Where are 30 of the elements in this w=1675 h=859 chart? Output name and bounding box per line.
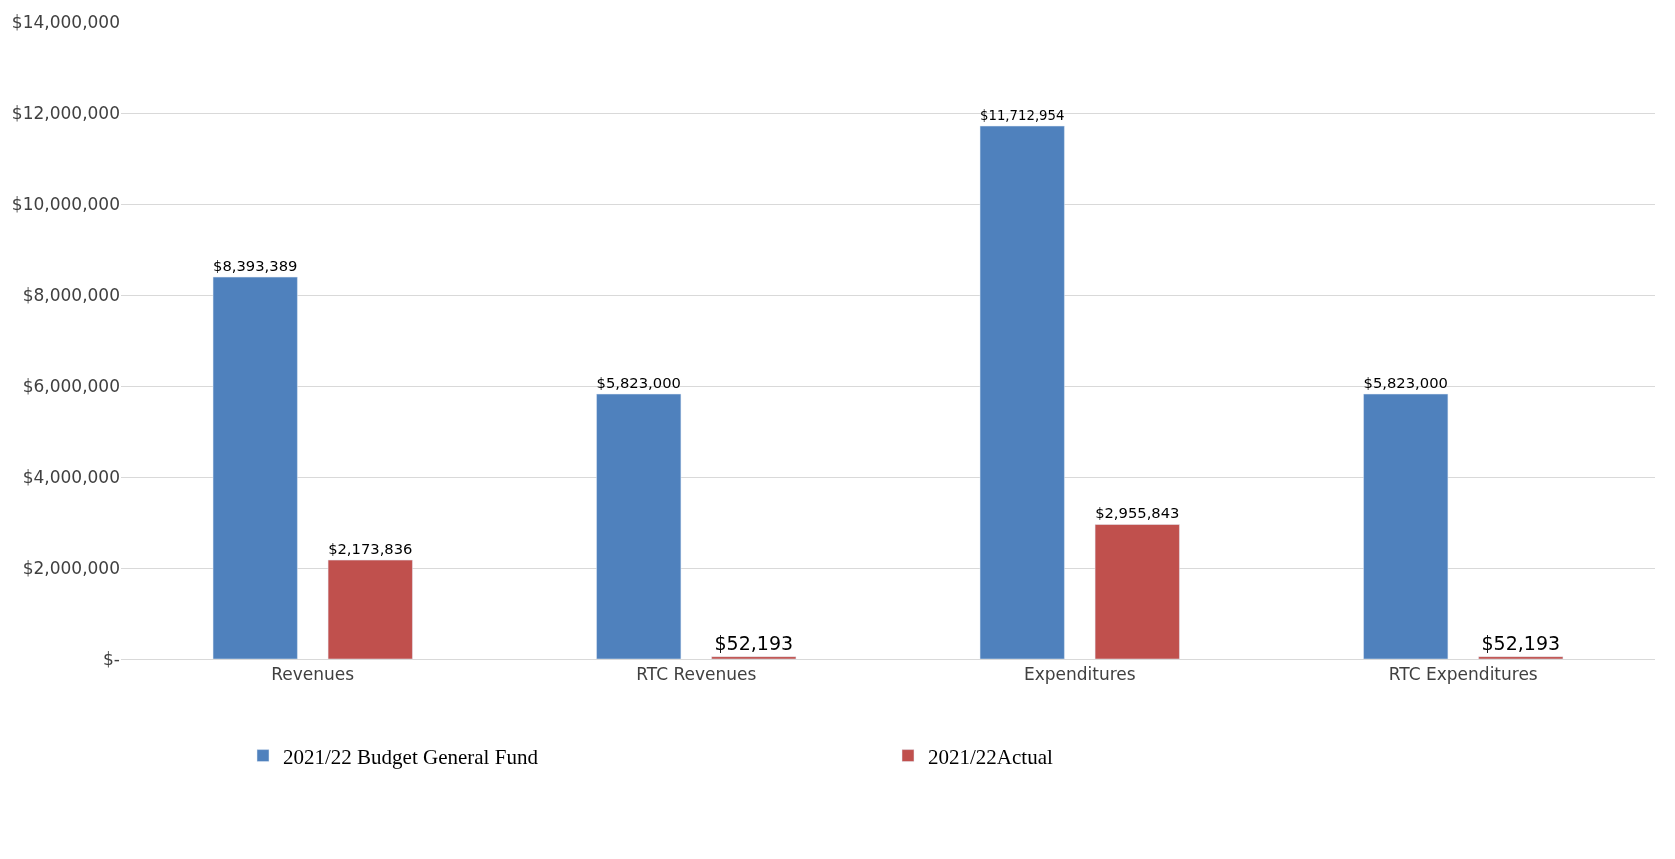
- y-tick-label: $10,000,000: [11, 193, 120, 214]
- x-tick-label: RTC Revenues: [636, 664, 757, 685]
- bar: [212, 276, 298, 659]
- data-label: $2,955,843: [1095, 504, 1180, 522]
- data-label: $5,823,000: [1363, 373, 1448, 391]
- y-tick-label: $-: [103, 648, 120, 669]
- y-tick-label: $4,000,000: [22, 466, 120, 487]
- x-tick-label: Expenditures: [1023, 664, 1136, 685]
- legend-label: 2021/22 Budget General Fund: [283, 744, 539, 769]
- data-label: $2,173,836: [328, 539, 413, 557]
- data-label: $52,193: [714, 631, 794, 654]
- y-tick-label: $6,000,000: [22, 375, 120, 396]
- bar: [596, 393, 682, 659]
- x-tick-label: RTC Expenditures: [1388, 664, 1538, 685]
- data-label: $5,823,000: [596, 373, 681, 391]
- bar: [1478, 656, 1564, 659]
- y-tick-label: $2,000,000: [22, 557, 120, 578]
- legend-label: 2021/22Actual: [928, 744, 1053, 769]
- data-label: $11,712,954: [980, 108, 1065, 124]
- bar: [327, 559, 413, 659]
- y-tick-label: $8,000,000: [22, 284, 120, 305]
- y-tick-label: $14,000,000: [11, 11, 120, 32]
- bar: [1094, 524, 1180, 659]
- data-label: $52,193: [1481, 631, 1561, 654]
- y-tick-label: $12,000,000: [11, 102, 120, 123]
- bar: [979, 125, 1065, 659]
- data-label: $8,393,389: [213, 257, 298, 274]
- x-tick-label: Revenues: [271, 664, 355, 685]
- bar: [711, 656, 797, 659]
- bar: [1363, 393, 1449, 659]
